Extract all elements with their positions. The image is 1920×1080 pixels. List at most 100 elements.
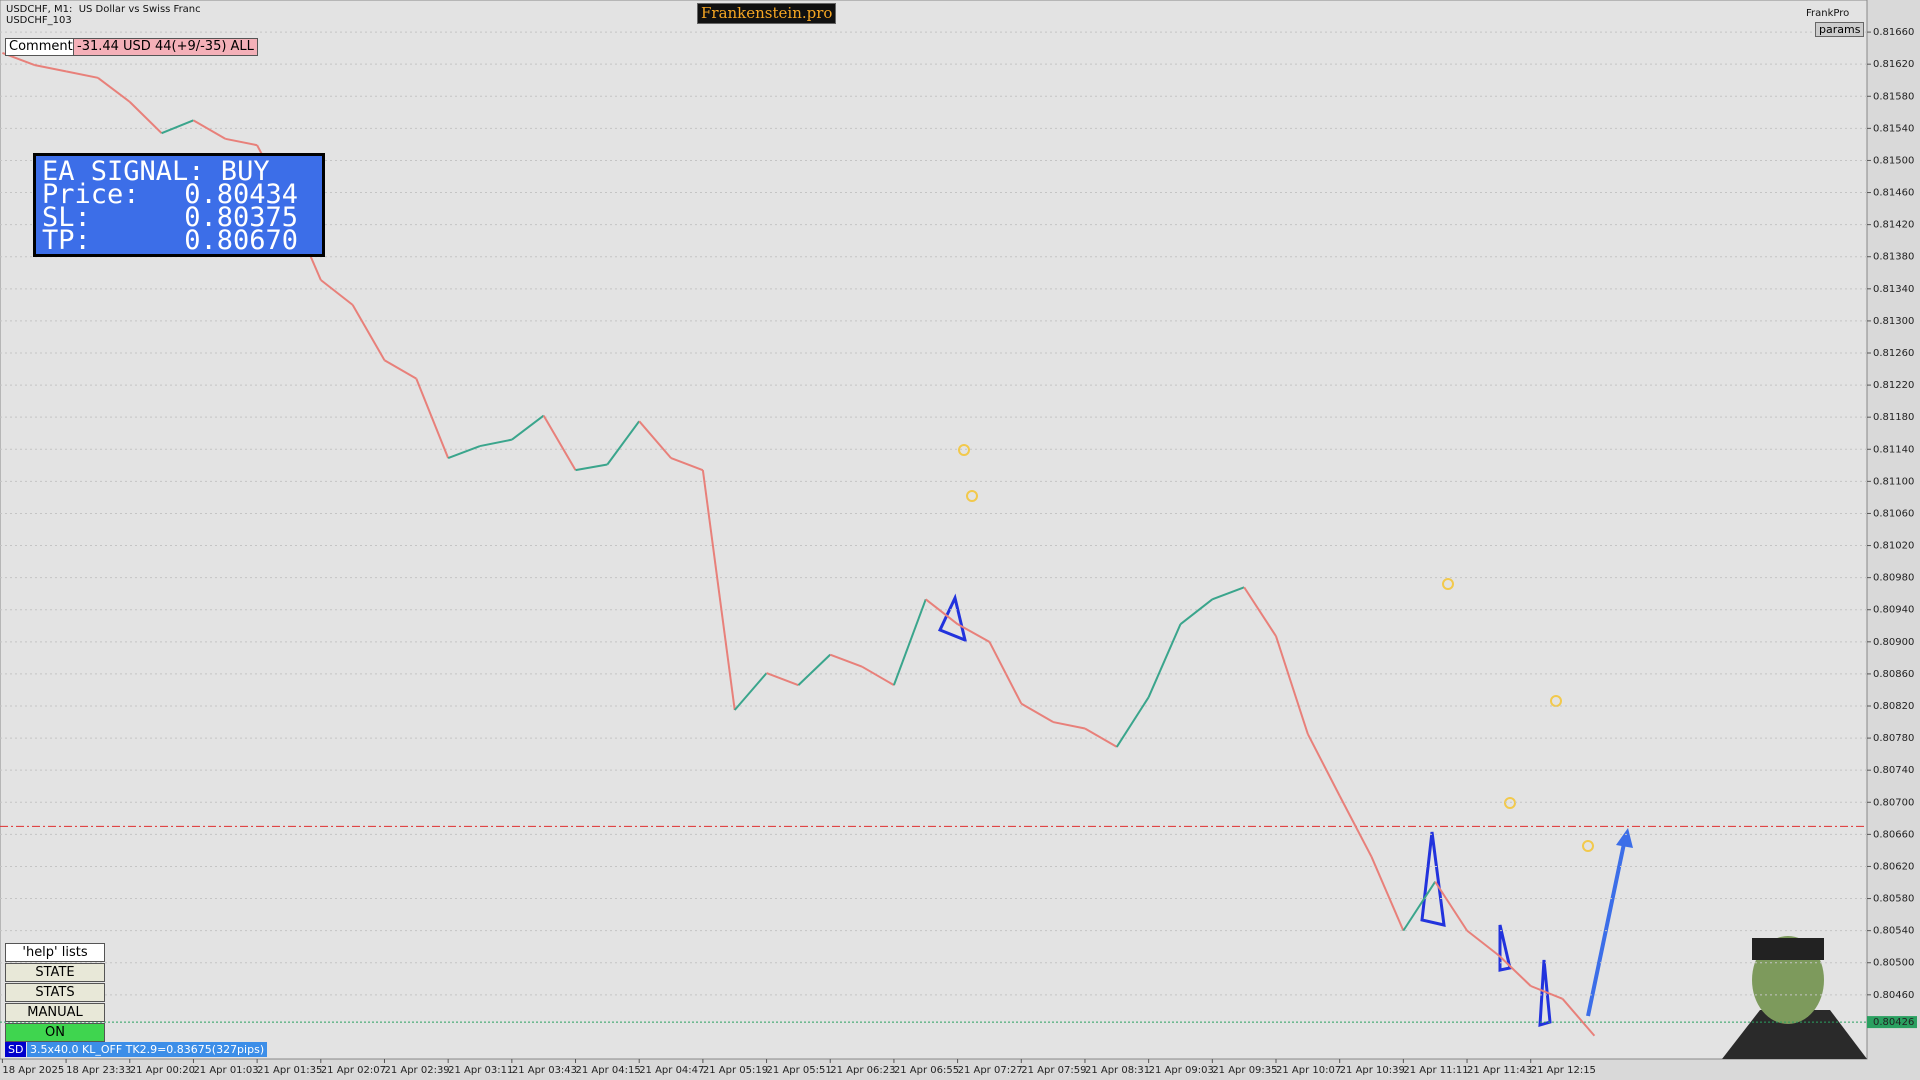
x-tick-label: 18 Apr 23:33 (66, 1065, 131, 1076)
price-segment (797, 653, 831, 686)
price-segment (129, 101, 163, 134)
price-segment (575, 463, 608, 472)
y-tick-label: 0.80900 (1873, 637, 1914, 648)
price-segment (511, 414, 545, 441)
x-tick-label: 21 Apr 00:20 (130, 1065, 195, 1076)
on-button[interactable]: ON (5, 1023, 105, 1042)
price-segment (1561, 998, 1596, 1037)
x-tick-label: 21 Apr 12:15 (1531, 1065, 1596, 1076)
price-segment (1338, 795, 1373, 858)
price-segment (320, 279, 354, 306)
y-tick-label: 0.80780 (1873, 733, 1914, 744)
x-tick-label: 21 Apr 09:35 (1212, 1065, 1277, 1076)
price-segment (670, 457, 704, 472)
x-tick-label: 18 Apr 2025 (2, 1065, 64, 1076)
price-segment (1530, 985, 1563, 1000)
row-label: Price: (42, 179, 140, 210)
y-tick-label: 0.80460 (1873, 990, 1914, 1001)
y-tick-label: 0.80540 (1873, 926, 1914, 937)
x-tick-label: 21 Apr 08:31 (1085, 1065, 1150, 1076)
price-segment (1306, 733, 1341, 797)
x-tick-label: 21 Apr 07:59 (1021, 1065, 1086, 1076)
x-tick-label: 21 Apr 04:15 (576, 1065, 641, 1076)
x-tick-label: 21 Apr 09:03 (1149, 1065, 1214, 1076)
price-segment (351, 304, 386, 361)
price-segment (701, 470, 736, 711)
y-tick-label: 0.81260 (1873, 348, 1914, 359)
price-segment (1243, 586, 1277, 637)
y-tick-label: 0.81460 (1873, 188, 1914, 199)
y-tick-label: 0.80500 (1873, 958, 1914, 969)
y-tick-label: 0.81220 (1873, 380, 1914, 391)
expert-name: FrankPro (1806, 8, 1850, 19)
price-segment (1370, 856, 1405, 932)
price-segment (1466, 929, 1500, 957)
price-segment (1402, 881, 1437, 932)
brand-label: Frankenstein.pro (697, 3, 837, 24)
state-button[interactable]: STATE (5, 963, 105, 982)
y-tick-label: 0.80580 (1873, 894, 1914, 905)
price-segment (1434, 881, 1468, 932)
price-segment (638, 420, 672, 459)
y-tick-label: 0.81020 (1873, 541, 1914, 552)
y-tick-label: 0.80820 (1873, 701, 1914, 712)
price-segment (1084, 727, 1118, 748)
x-tick-label: 21 Apr 11:43 (1467, 1065, 1532, 1076)
y-tick-label: 0.81180 (1873, 412, 1914, 423)
help-button[interactable]: 'help' lists cmds (5, 943, 105, 977)
manual-button[interactable]: MANUAL (5, 1003, 105, 1022)
price-segment (1115, 696, 1150, 748)
y-tick-label: 0.81060 (1873, 508, 1914, 519)
x-tick-label: 21 Apr 06:23 (830, 1065, 895, 1076)
y-tick-label: 0.81340 (1873, 284, 1914, 295)
price-segment (606, 420, 641, 466)
signal-title: EA SIGNAL: BUY (42, 156, 270, 187)
y-tick-label: 0.81660 (1873, 27, 1914, 38)
price-segment (479, 438, 513, 448)
params-button[interactable]: params (1815, 22, 1865, 37)
y-tick-label: 0.80660 (1873, 829, 1914, 840)
row-label: SL: (42, 202, 91, 233)
price-segment (1275, 635, 1309, 735)
y-tick-label: 0.81140 (1873, 444, 1914, 455)
x-tick-label: 21 Apr 03:11 (448, 1065, 513, 1076)
signal-markers (937, 444, 1633, 1028)
price-segment (192, 119, 226, 140)
y-tick-label: 0.81500 (1873, 155, 1914, 166)
y-tick-label: 0.80700 (1873, 797, 1914, 808)
price-segment (733, 672, 768, 711)
price-segment (957, 623, 990, 643)
price-segment (447, 445, 481, 460)
x-tick-label: 21 Apr 05:19 (703, 1065, 768, 1076)
x-tick-label: 21 Apr 11:11 (1403, 1065, 1468, 1076)
y-tick-label: 0.81420 (1873, 220, 1914, 231)
x-tick-label: 21 Apr 10:07 (1276, 1065, 1341, 1076)
x-tick-label: 21 Apr 04:47 (639, 1065, 704, 1076)
x-tick-label: 21 Apr 02:39 (384, 1065, 449, 1076)
frankenstein-avatar (1722, 936, 1867, 1059)
y-tick-label: 0.80860 (1873, 669, 1914, 680)
price-segment (925, 598, 959, 625)
price-segment (1179, 598, 1213, 625)
price-segment (34, 64, 67, 73)
x-tick-label: 21 Apr 06:55 (894, 1065, 959, 1076)
y-tick-label: 0.81380 (1873, 252, 1914, 263)
x-tick-label: 21 Apr 10:39 (1340, 1065, 1405, 1076)
price-segment (161, 119, 194, 135)
row-value: 0.80434 (184, 179, 298, 210)
price-tag (1867, 1016, 1917, 1029)
price-segment (766, 672, 799, 687)
status-tag: SD (5, 1042, 27, 1057)
y-tick-label: 0.80940 (1873, 605, 1914, 616)
x-tick-label: 21 Apr 07:27 (958, 1065, 1023, 1076)
comment-value: -31.44 USD 44(+9/-35) ALL (73, 38, 258, 56)
signal-row: SL: 0.80375 (42, 202, 322, 233)
price-segment (1498, 954, 1532, 987)
price-segment (97, 77, 131, 103)
x-tick-label: 21 Apr 03:43 (512, 1065, 577, 1076)
y-tick-label: 0.81300 (1873, 316, 1914, 327)
signal-row: Price: 0.80434 (42, 179, 322, 210)
y-tick-label: 0.81100 (1873, 476, 1914, 487)
stats-button[interactable]: STATS (5, 983, 105, 1002)
